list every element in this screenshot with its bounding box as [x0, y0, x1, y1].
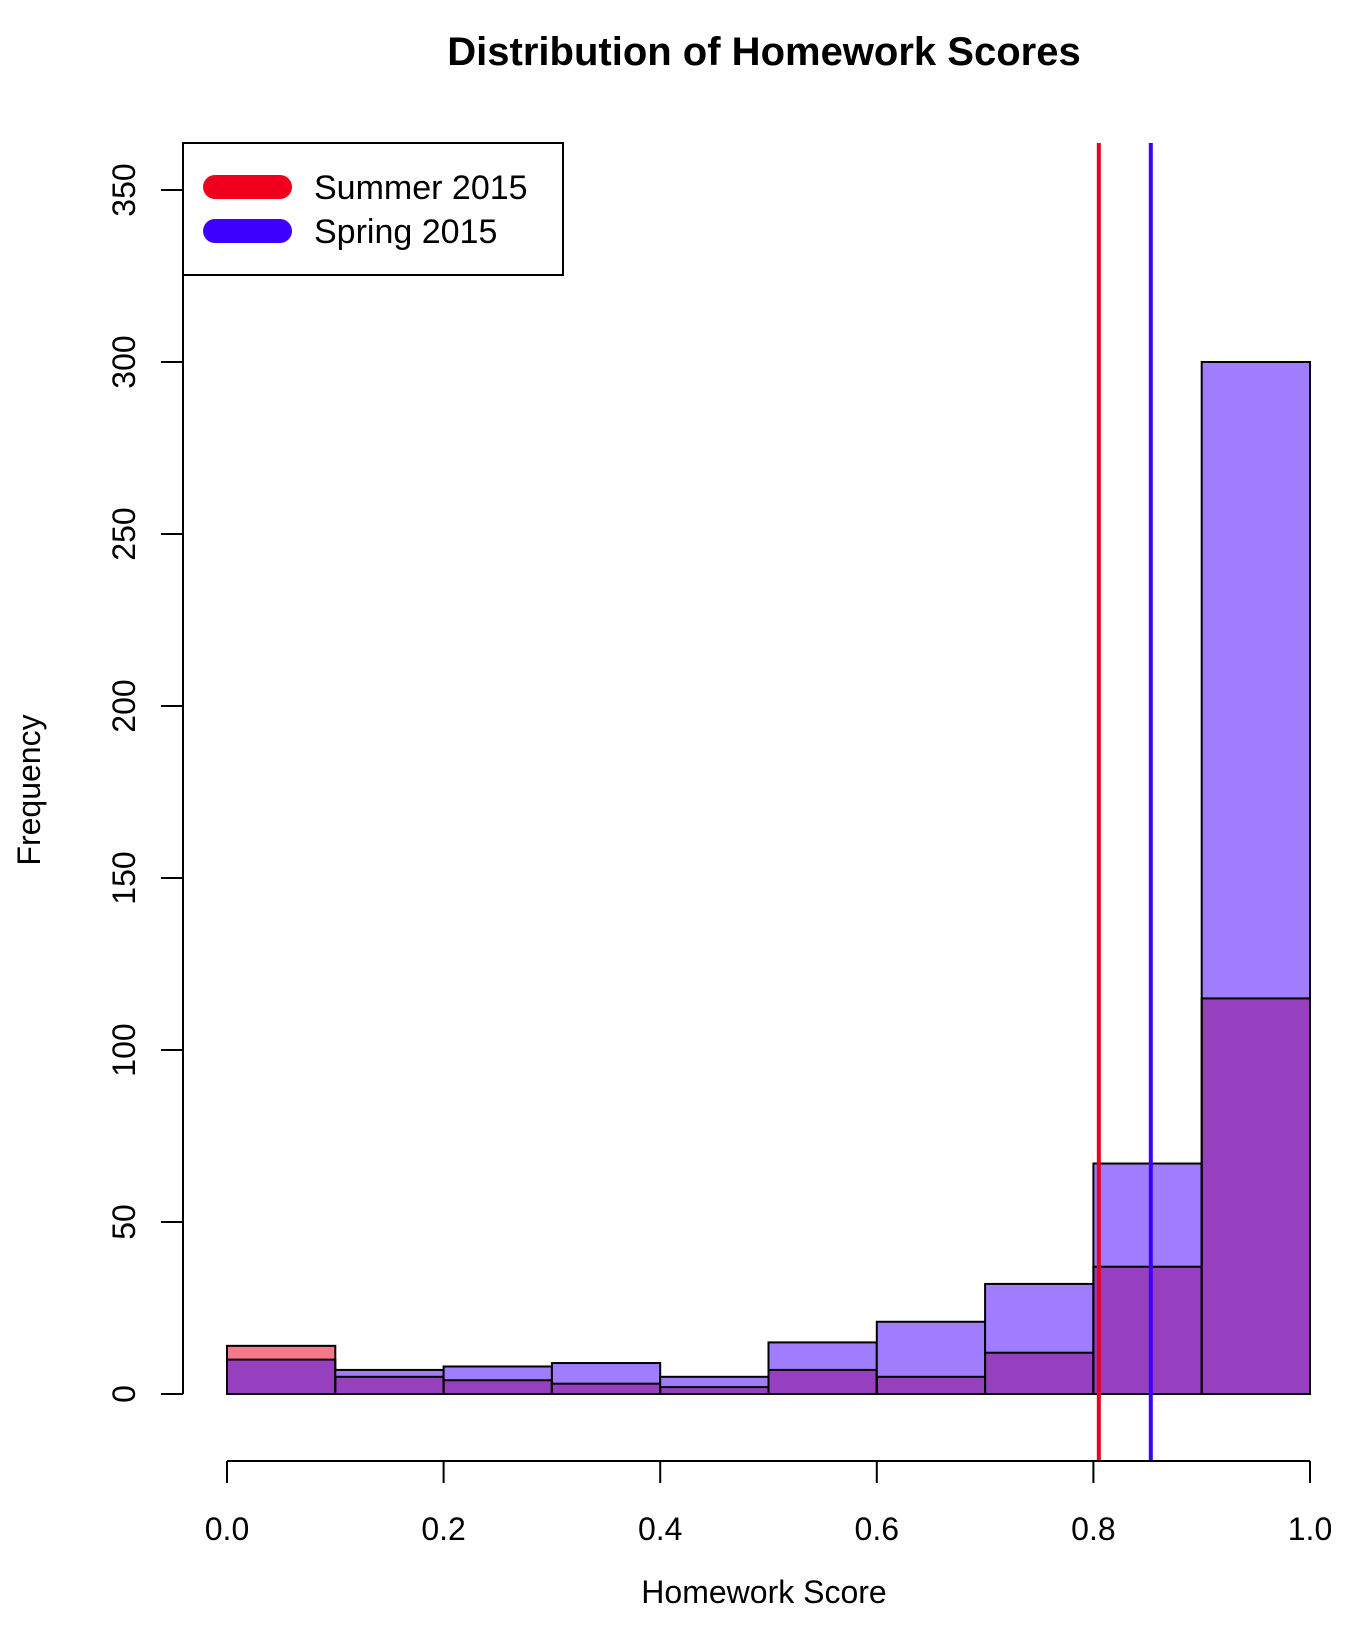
bar-spring-7 — [985, 1283, 1094, 1353]
legend-label-summer: Summer 2015 — [314, 169, 528, 207]
mean-lines — [1096, 143, 1153, 1461]
bar-overlap-1 — [335, 1376, 444, 1394]
bar-overlap-8 — [1093, 1266, 1202, 1394]
x-tick-label-1: 0.2 — [421, 1511, 465, 1547]
bar-overlap-6 — [876, 1376, 986, 1394]
bar-overlap-5 — [768, 1369, 877, 1394]
legend-label-spring: Spring 2015 — [314, 213, 497, 251]
y-axis-label: Frequency — [11, 714, 47, 865]
bar-spring-5 — [768, 1342, 877, 1370]
x-axis: 0.0 0.2 0.4 0.6 0.8 1.0 — [205, 1460, 1332, 1547]
histogram-bars — [226, 361, 1311, 1396]
x-tick-label-4: 0.8 — [1071, 1511, 1115, 1547]
bar-spring-6 — [876, 1321, 986, 1377]
y-tick-label-0: 0 — [106, 1385, 142, 1403]
y-axis: 0 50 100 150 200 250 300 350 — [106, 163, 184, 1403]
legend: Summer 2015 Spring 2015 — [182, 142, 564, 276]
y-tick-label-1: 50 — [106, 1204, 142, 1240]
bar-spring-2 — [443, 1366, 552, 1381]
legend-box — [182, 142, 564, 276]
bar-overlap-4 — [660, 1387, 769, 1394]
y-tick-label-6: 300 — [106, 335, 142, 388]
bar-overlap-0 — [227, 1359, 336, 1394]
y-tick-label-4: 200 — [106, 679, 142, 732]
bar-overlap-7 — [985, 1352, 1094, 1394]
y-tick-label-2: 100 — [106, 1023, 142, 1076]
y-tick-label-3: 150 — [106, 851, 142, 904]
x-tick-label-2: 0.4 — [638, 1511, 682, 1547]
y-tick-label-7: 350 — [106, 163, 142, 216]
bar-spring-1 — [335, 1369, 444, 1377]
y-tick-label-5: 250 — [106, 507, 142, 560]
bar-overlap-2 — [443, 1380, 552, 1394]
bar-spring-3 — [551, 1363, 661, 1384]
x-axis-label: Homework Score — [641, 1574, 886, 1610]
x-tick-label-0: 0.0 — [205, 1511, 249, 1547]
bar-overlap-9 — [1201, 998, 1310, 1394]
x-tick-label-5: 1.0 — [1288, 1511, 1332, 1547]
chart-title: Distribution of Homework Scores — [447, 30, 1080, 74]
bar-overlap-3 — [551, 1383, 661, 1394]
x-tick-label-3: 0.6 — [855, 1511, 899, 1547]
bar-outline-spring-9 — [1200, 361, 1311, 1395]
bar-spring-8 — [1093, 1163, 1202, 1267]
bar-spring-4 — [660, 1376, 769, 1388]
bar-spring-9 — [1201, 362, 1310, 999]
bar-summer-0 — [227, 1345, 336, 1360]
